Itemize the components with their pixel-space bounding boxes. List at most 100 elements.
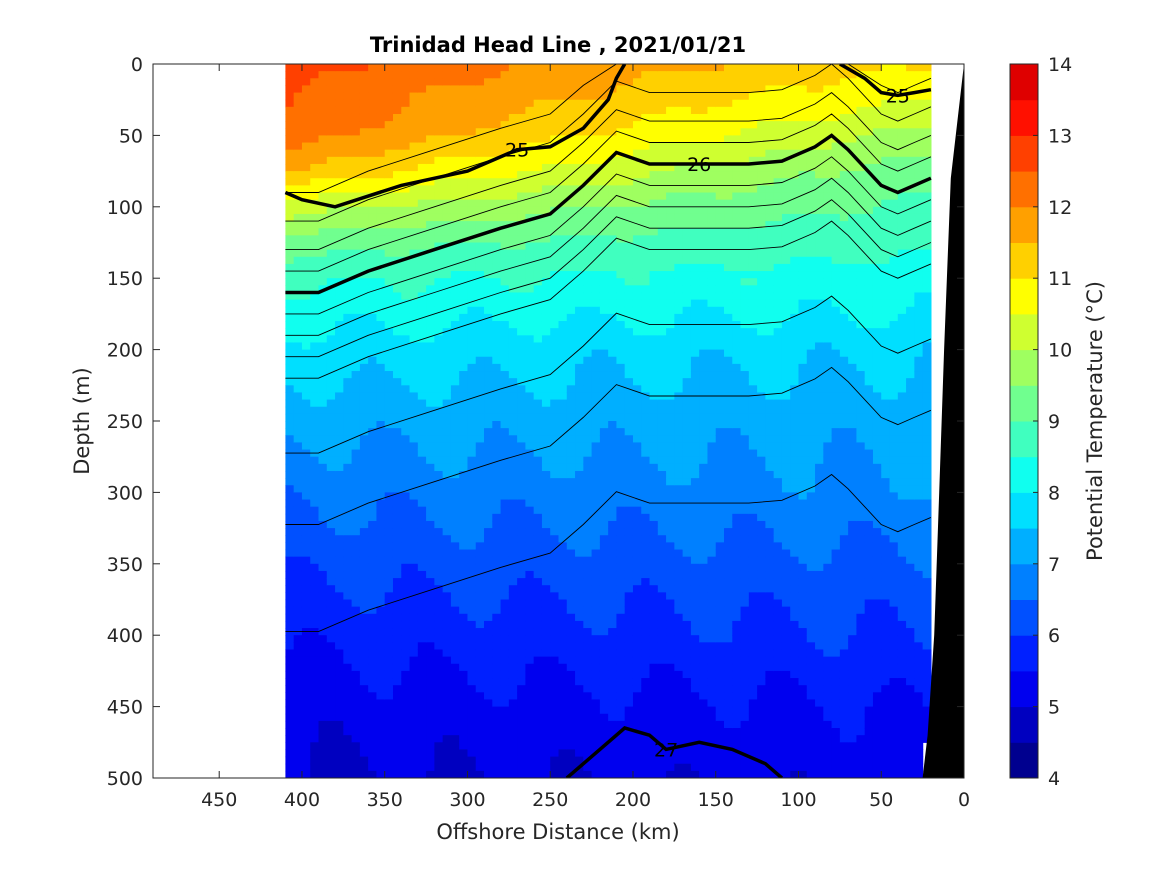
temperature-cell [624, 113, 634, 122]
temperature-cell [591, 635, 601, 643]
temperature-cell [533, 563, 543, 572]
temperature-cell [666, 713, 675, 722]
temperature-cell [343, 113, 353, 122]
temperature-cell [343, 706, 353, 715]
temperature-cell [318, 235, 328, 244]
temperature-cell [591, 692, 601, 701]
temperature-cell [632, 285, 642, 294]
temperature-cell [467, 421, 477, 429]
temperature-cell [608, 606, 618, 615]
temperature-cell [558, 520, 568, 529]
temperature-cell [558, 306, 568, 315]
temperature-cell [508, 371, 518, 379]
temperature-cell [442, 113, 452, 122]
temperature-cell [293, 299, 303, 308]
temperature-cell [434, 470, 444, 479]
temperature-cell [550, 213, 560, 222]
temperature-cell [682, 756, 692, 765]
temperature-cell [326, 685, 336, 693]
temperature-cell [657, 171, 667, 179]
temperature-cell [450, 213, 460, 222]
temperature-cell [384, 335, 394, 344]
temperature-cell [409, 670, 419, 679]
temperature-cell [566, 549, 576, 558]
temperature-cell [392, 299, 402, 308]
temperature-cell [666, 563, 675, 572]
temperature-cell [533, 720, 543, 729]
temperature-cell [550, 113, 560, 122]
temperature-cell [318, 635, 328, 643]
temperature-cell [459, 185, 469, 194]
temperature-cell [599, 606, 609, 615]
temperature-cell [541, 378, 551, 386]
temperature-cell [690, 385, 700, 394]
temperature-cell [442, 720, 452, 729]
temperature-cell [566, 563, 576, 572]
temperature-cell [426, 449, 435, 458]
temperature-cell [591, 435, 601, 444]
temperature-cell [434, 563, 444, 572]
temperature-cell [616, 285, 626, 294]
temperature-cell [657, 442, 667, 451]
temperature-cell [384, 435, 394, 444]
temperature-cell [359, 256, 369, 265]
temperature-cell [624, 278, 634, 286]
temperature-cell [409, 392, 419, 401]
temperature-cell [326, 306, 336, 315]
temperature-cell [359, 449, 369, 458]
temperature-cell [450, 385, 460, 394]
temperature-cell [674, 271, 684, 279]
temperature-cell [417, 306, 427, 315]
temperature-cell [674, 292, 684, 301]
temperature-cell [467, 663, 477, 672]
temperature-cell [351, 328, 361, 336]
temperature-cell [293, 656, 303, 665]
temperature-cell [608, 513, 618, 522]
temperature-cell [616, 449, 626, 458]
temperature-cell [550, 192, 560, 201]
temperature-cell [318, 185, 328, 194]
temperature-cell [666, 399, 675, 408]
temperature-cell [384, 556, 394, 565]
temperature-cell [517, 742, 526, 751]
temperature-cell [583, 292, 593, 301]
temperature-cell [632, 713, 642, 722]
temperature-cell [690, 642, 700, 651]
temperature-cell [351, 399, 361, 408]
temperature-cell [459, 385, 469, 394]
temperature-cell [674, 228, 684, 236]
temperature-cell [442, 128, 452, 136]
temperature-cell [475, 371, 485, 379]
temperature-cell [442, 428, 452, 436]
temperature-cell [310, 206, 320, 215]
temperature-cell [632, 256, 642, 265]
temperature-cell [632, 649, 642, 658]
temperature-cell [616, 128, 626, 136]
temperature-cell [608, 670, 618, 679]
temperature-cell [525, 378, 535, 386]
temperature-cell [632, 349, 642, 358]
temperature-cell [624, 171, 634, 179]
temperature-cell [657, 92, 667, 101]
temperature-cell [343, 763, 353, 772]
temperature-cell [566, 306, 576, 315]
temperature-cell [641, 678, 651, 686]
temperature-cell [467, 470, 477, 479]
temperature-cell [591, 428, 601, 436]
temperature-cell [666, 506, 675, 515]
temperature-cell [343, 749, 353, 758]
temperature-cell [558, 570, 568, 579]
temperature-cell [674, 678, 684, 686]
temperature-cell [517, 678, 526, 686]
temperature-cell [301, 171, 311, 179]
temperature-cell [376, 749, 386, 758]
temperature-cell [682, 242, 692, 251]
temperature-cell [484, 535, 493, 543]
temperature-cell [616, 171, 626, 179]
temperature-cell [467, 642, 477, 651]
temperature-cell [500, 221, 510, 229]
temperature-cell [641, 85, 651, 94]
temperature-cell [583, 549, 593, 558]
temperature-cell [525, 228, 535, 236]
temperature-cell [666, 113, 675, 122]
